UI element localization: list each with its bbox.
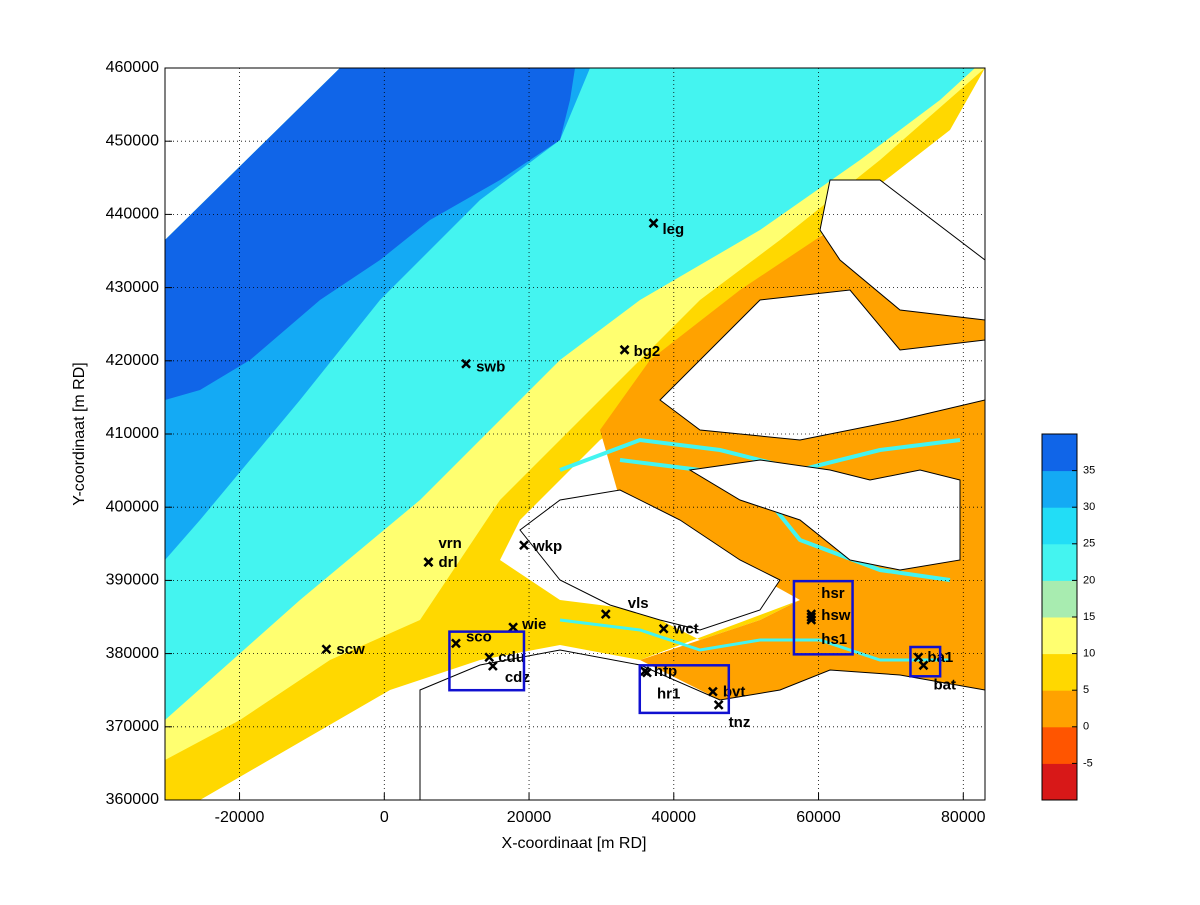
station-label: swb	[476, 359, 505, 376]
y-tick-label: 430000	[106, 279, 159, 296]
station-label: bat	[933, 676, 956, 693]
x-axis-label: X-coordinaat [m RD]	[502, 835, 647, 852]
colorbar-band	[1042, 580, 1077, 618]
colorbar-band	[1042, 690, 1077, 728]
colorbar-band	[1042, 726, 1077, 764]
station-marker	[707, 686, 718, 697]
station-marker	[600, 609, 611, 619]
y-tick-label: 420000	[106, 352, 159, 369]
station-label: bvt	[723, 684, 746, 701]
station-label: wct	[673, 621, 699, 638]
area-box	[448, 630, 526, 692]
area-box	[909, 645, 942, 678]
station-marker	[321, 644, 332, 655]
station-label: cdz	[505, 669, 530, 686]
station-label: hsr	[821, 585, 845, 602]
station-marker	[806, 612, 817, 622]
colorbar-band	[1042, 434, 1077, 472]
area-box	[792, 579, 854, 656]
colorbar-band	[1042, 653, 1077, 691]
bathymetry	[165, 68, 985, 800]
y-tick-label: 410000	[106, 425, 159, 442]
station-label: cdu	[498, 649, 525, 666]
colorbar-tick-label: 35	[1083, 465, 1095, 477]
station-label: hfp	[654, 663, 677, 680]
x-tick-label: 20000	[507, 809, 552, 826]
colorbar-tick-label: -5	[1083, 757, 1093, 769]
y-axis-label: Y-coordinaat [m RD]	[71, 362, 88, 505]
station-label: bg2	[634, 343, 661, 360]
station-marker	[913, 652, 924, 663]
area-box	[638, 664, 731, 715]
station-label: vls	[628, 595, 649, 612]
station-marker	[451, 638, 461, 649]
station-marker	[642, 667, 652, 678]
colorbar-tick-label: 30	[1083, 501, 1095, 513]
station-marker	[487, 661, 498, 671]
station-label: tnz	[729, 714, 751, 731]
station-label: hs1	[821, 631, 847, 648]
x-tick-label: 0	[380, 809, 389, 826]
station-label: hr1	[657, 686, 680, 703]
colorbar-band	[1042, 617, 1077, 655]
y-tick-label: 370000	[106, 718, 159, 735]
station-marker	[648, 218, 659, 229]
station-label: wie	[521, 616, 546, 633]
x-tick-label: 60000	[796, 809, 841, 826]
colorbar-band	[1042, 543, 1077, 581]
colorbar-tick-label: 15	[1083, 611, 1095, 623]
station-label: vrn	[438, 535, 461, 552]
colorbar-tick-label: 25	[1083, 538, 1095, 550]
y-tick-label: 390000	[106, 572, 159, 589]
x-tick-label: -20000	[215, 809, 265, 826]
station-marker	[423, 557, 434, 567]
station-label: leg	[663, 221, 685, 238]
station-label: hsw	[821, 607, 851, 624]
colorbar-tick-label: 0	[1083, 721, 1089, 733]
station-label: wkp	[532, 538, 562, 555]
colorbar-band	[1042, 763, 1077, 801]
y-tick-label: 440000	[106, 206, 159, 223]
station-marker	[619, 344, 630, 355]
colorbar-tick-label: 10	[1083, 648, 1095, 660]
y-tick-label: 360000	[106, 791, 159, 808]
station-label: drl	[438, 554, 457, 571]
x-tick-label: 40000	[652, 809, 697, 826]
colorbar-band	[1042, 470, 1077, 508]
x-tick-label: 80000	[941, 809, 986, 826]
station-marker	[508, 622, 519, 633]
station-label: scw	[336, 641, 365, 658]
station-marker	[461, 358, 471, 369]
colorbar-tick-label: 5	[1083, 684, 1089, 696]
colorbar-tick-label: 20	[1083, 574, 1095, 586]
y-tick-label: 460000	[106, 59, 159, 76]
station-marker	[713, 699, 724, 710]
station-marker	[806, 615, 817, 625]
station-marker	[918, 660, 929, 671]
station-marker	[658, 623, 669, 634]
y-tick-label: 400000	[106, 498, 159, 515]
station-marker	[519, 540, 529, 551]
y-tick-label: 380000	[106, 645, 159, 662]
station-marker	[484, 652, 495, 663]
y-tick-label: 450000	[106, 132, 159, 149]
colorbar-band	[1042, 507, 1077, 545]
